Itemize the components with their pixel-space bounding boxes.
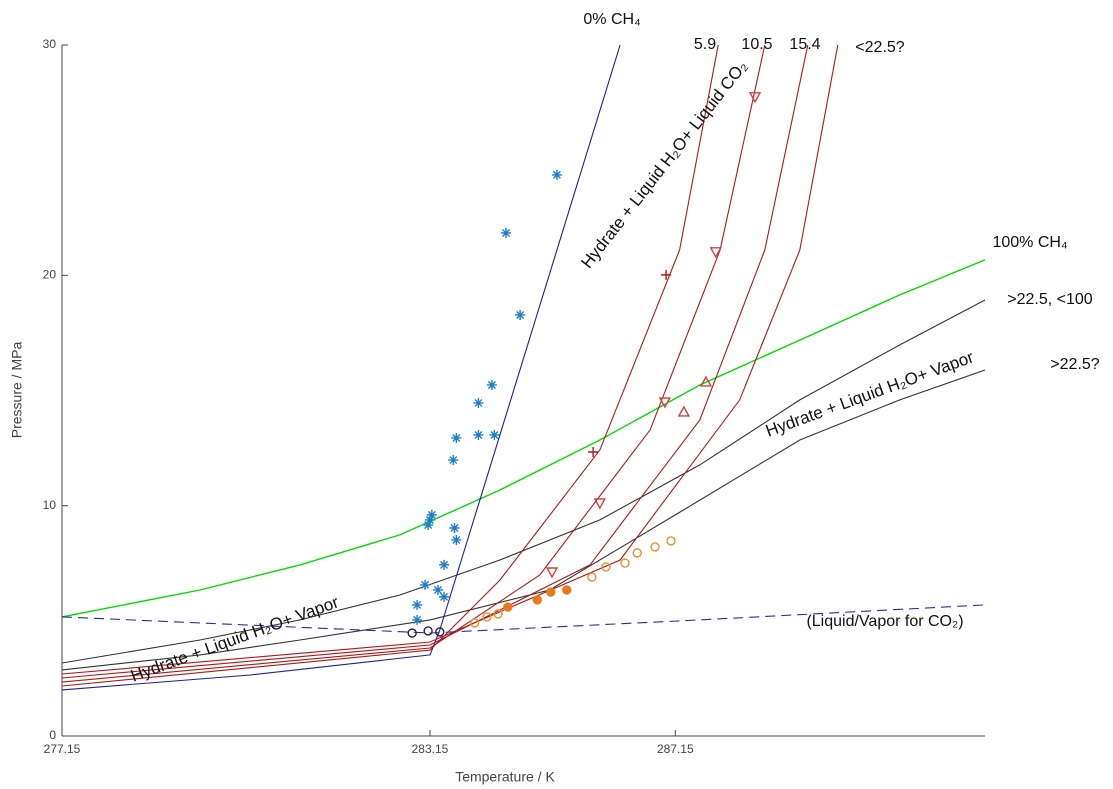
annotation: >22.5, <100 [1007,291,1093,308]
point [435,627,445,637]
point [562,585,572,595]
annotation: (Liquid/Vapor for CO₂) [806,613,963,630]
point [482,612,492,622]
point [661,269,672,280]
point [601,562,611,572]
point [451,432,462,443]
annotation: Hydrate + Liquid H₂O+ Liquid CO₂ [577,57,751,272]
point [489,429,500,440]
point [420,579,431,590]
point [503,602,513,612]
point [650,542,660,552]
point [677,405,691,417]
point [424,514,435,525]
annotation: >22.5? [1050,356,1099,373]
annotation: 15.4 [789,36,820,53]
curve [61,299,986,664]
point [423,520,434,531]
point [439,559,450,570]
point [448,455,459,466]
point [699,375,713,387]
curve [61,44,766,683]
y-tick-label: 0 [49,728,56,742]
curve [61,44,621,691]
point [501,227,512,238]
point [449,523,460,534]
curve [61,44,719,687]
point [658,397,672,409]
point [632,548,642,558]
point [412,599,423,610]
point [532,595,542,605]
curve [61,604,986,634]
annotation: <22.5? [855,39,904,56]
annotation: 0% CH₄ [583,11,640,28]
point [412,614,423,625]
point [515,309,526,320]
point [473,397,484,408]
y-axis-label: Pressure / MPa [9,342,25,439]
annotation: 5.9 [694,36,716,53]
curve [61,44,839,675]
point [493,609,503,619]
x-tick-label: 283.15 [412,742,449,756]
point [407,628,417,638]
point [486,379,497,390]
point [470,618,480,628]
point [748,92,762,104]
y-tick-label: 30 [43,37,57,51]
point [423,626,433,636]
x-tick-label: 287.15 [657,742,694,756]
point [666,536,676,546]
curve [61,259,986,618]
point [473,429,484,440]
point [546,587,556,597]
annotation: 100% CH₄ [992,234,1067,251]
y-tick-label: 10 [43,498,57,512]
point [426,509,437,520]
point [432,584,443,595]
annotation: 10.5 [741,36,772,53]
point [545,567,559,579]
y-tick-label: 20 [43,268,57,282]
point [709,247,722,259]
x-tick-label: 277.15 [44,742,81,756]
point [620,558,630,568]
point [551,169,562,180]
point [588,446,599,457]
point [593,498,607,510]
point [587,572,597,582]
point [451,534,462,545]
point [439,591,450,602]
curve [61,44,809,679]
x-axis-label: Temperature / K [455,769,555,785]
